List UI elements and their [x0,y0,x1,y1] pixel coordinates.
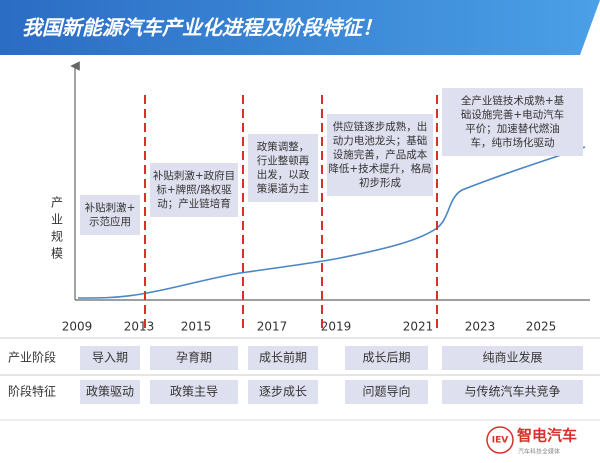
phase-text: 补贴刺激+政府目 [153,169,235,182]
phase-box [150,163,238,217]
title-banner [0,0,600,55]
row-label: 产业阶段 [8,350,56,365]
year-label: 2013 [124,320,155,334]
phase-text: 行业整顿再 [257,154,310,167]
feature-text: 与传统汽车共竞争 [464,384,560,399]
feature-text: 问题导向 [362,384,410,399]
logo-badge-ring [486,426,514,454]
y-axis-label: 产 [51,196,63,210]
year-label: 2019 [321,320,352,334]
feature-text: 政策主导 [170,385,218,399]
logo-tagline: 汽车科技全媒体 [518,448,560,456]
feature-text: 逐步成长 [259,385,307,399]
stage-text: 成长后期 [362,351,410,365]
year-label: 2017 [257,320,288,334]
phase-text: 示范应用 [89,215,131,228]
y-axis-label: 业 [51,213,63,227]
phase-text: 设施完善，产品成本 [333,148,428,161]
phase-text: 全产业链技术成熟+基 [461,94,565,107]
phase-text: 出发，以政 [257,168,310,181]
year-label: 2023 [465,320,496,334]
phase-text: 降低+技术提升，格局 [328,162,431,175]
phase-text: 初步形成 [359,176,401,189]
feature-box [345,380,428,404]
y-axis-label: 规 [51,229,63,244]
phase-text: 动；产业链培育 [157,197,231,210]
title: 我国新能源汽车产业化进程及阶段特征！ [22,16,382,40]
stage-box [80,346,140,370]
logo-name: 智电汽车 [517,427,577,445]
stage-text: 孕育期 [176,350,212,365]
phase-text: 供应链逐步成熟，出 [333,120,428,133]
phase-box [442,88,583,156]
phase-box [80,195,140,235]
stage-box [150,346,238,370]
logo-badge: IEV [492,436,508,446]
phase-text: 车，纯市场化驱动 [471,136,555,149]
stage-box [345,346,428,370]
phase-text: 补贴刺激+ [85,201,136,214]
year-label: 2021 [403,320,434,334]
stage-text: 成长前期 [259,350,307,365]
stage-box [442,346,583,370]
feature-box [442,380,583,404]
y-axis-label: 模 [51,247,63,261]
phase-text: 础设施完善+电动汽车 [461,108,564,121]
year-label: 2025 [526,320,557,334]
stage-text: 纯商业发展 [482,350,542,365]
year-label: 2009 [62,320,93,334]
feature-box [150,380,238,404]
stage-text: 导入期 [92,351,128,365]
phase-text: 动力电池龙头；基础 [333,134,428,147]
phase-text: 政策调整， [257,140,310,153]
phase-box [248,134,318,202]
phase-text: 标+牌照/路权驱 [156,183,232,196]
phase-text: 平价；加速替代燃油 [465,122,560,135]
stage-box [248,346,318,370]
feature-box [80,380,140,404]
feature-text: 政策驱动 [86,385,134,399]
year-label: 2015 [181,320,212,334]
phase-box [327,114,433,196]
phase-text: 策渠道为主 [257,182,310,195]
row-label: 阶段特征 [8,384,56,399]
feature-box [248,380,318,404]
